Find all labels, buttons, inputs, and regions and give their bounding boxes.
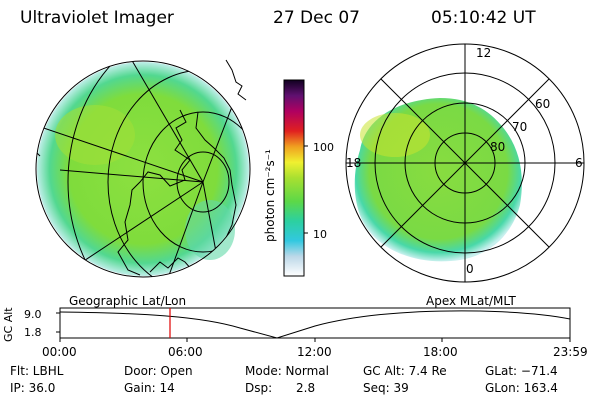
altitude-curve (59, 310, 571, 339)
time-tick-1200: 12:00 (297, 345, 332, 359)
colorbar-tick-100: 100 (313, 141, 334, 154)
filter-info: Flt: LBHL (10, 364, 64, 378)
mlt-label-6: 6 (575, 156, 583, 170)
gc-alt-info: GC Alt: 7.4 Re (363, 364, 447, 378)
dsp-label: Dsp: (245, 381, 273, 395)
instrument-title: Ultraviolet Imager (20, 8, 174, 28)
time-tick-0000: 00:00 (42, 345, 77, 359)
date-label: 27 Dec 07 (273, 8, 360, 28)
gain-info: Gain: 14 (124, 381, 175, 395)
door-info: Door: Open (124, 364, 193, 378)
altitude-tick-9: 9.0 (24, 308, 42, 321)
colorbar-tick-10: 10 (313, 228, 327, 241)
time-tick-2359: 23:59 (553, 345, 588, 359)
colorbar (283, 79, 308, 277)
time-tick-1800: 18:00 (423, 345, 458, 359)
seq-info: Seq: 39 (363, 381, 409, 395)
mlat-label-70: 70 (512, 120, 528, 134)
glon-info: GLon: 163.4 (485, 381, 558, 395)
lat-circle (142, 111, 250, 253)
glat-info: GLat: −71.4 (485, 364, 558, 378)
altitude-tick-1-8: 1.8 (24, 326, 42, 339)
mlt-label-12: 12 (476, 46, 492, 60)
right-projection-label: Apex MLat/MLT (426, 294, 516, 308)
mlat-label-60: 60 (535, 97, 551, 111)
mode-info: Mode: Normal (245, 364, 329, 378)
time-label: 05:10:42 UT (431, 8, 536, 28)
time-tick-0600: 06:00 (168, 345, 203, 359)
ip-info: IP: 36.0 (10, 381, 56, 395)
mlt-label-0: 0 (466, 262, 474, 276)
mlat-label-80: 80 (490, 140, 506, 154)
lat-circle (67, 61, 250, 277)
left-projection-label: Geographic Lat/Lon (69, 294, 187, 308)
mlt-label-18: 18 (346, 156, 362, 170)
dsp-value: 2.8 (296, 381, 316, 395)
lat-circle (176, 151, 230, 213)
coastline (117, 109, 237, 276)
